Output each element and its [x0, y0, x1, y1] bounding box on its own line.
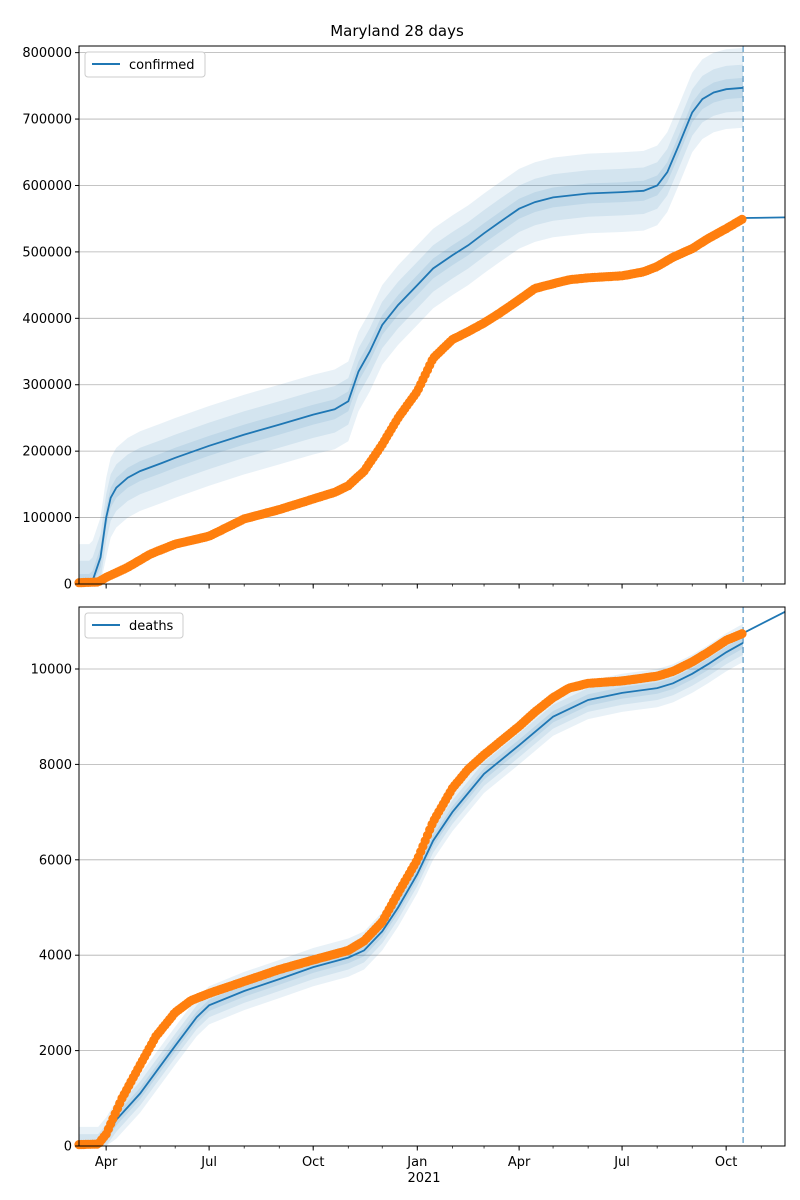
y-tick-label: 100000: [22, 511, 72, 526]
x-tick-label: Oct: [715, 1155, 737, 1170]
y-tick-label: 4000: [39, 949, 72, 964]
y-tick-label: 200000: [22, 445, 72, 460]
legend-box: [84, 612, 184, 639]
x-tick-label: Apr: [508, 1155, 531, 1170]
confidence-band: [79, 630, 744, 1146]
confidence-bands: [79, 48, 744, 585]
y-axis-ticks: 0 2000 4000 6000 8000 10000: [31, 663, 79, 1155]
axes-border: [78, 606, 786, 1147]
x-axis-ticks: [105, 584, 762, 589]
y-tick-label: 800000: [22, 46, 72, 61]
x-year-label: 2021: [407, 1171, 440, 1186]
y-tick-label: 2000: [39, 1044, 72, 1059]
x-tick-label: Jul: [200, 1155, 217, 1170]
y-tick-label: 0: [64, 578, 72, 593]
grid-lines: [79, 668, 785, 1147]
observed-points: [74, 214, 747, 588]
legend-confirmed: confirmed: [84, 51, 206, 78]
confidence-band: [79, 48, 744, 584]
forecast-tail-line: [743, 216, 786, 219]
legend-box: [84, 51, 206, 78]
observed-points: [74, 629, 747, 1150]
grid-lines: [79, 52, 785, 585]
x-tick-label: Oct: [302, 1155, 324, 1170]
y-tick-label: 10000: [31, 663, 72, 678]
y-tick-label: 600000: [22, 179, 72, 194]
confidence-band: [79, 77, 744, 585]
x-tick-label: Jan: [406, 1155, 427, 1170]
y-tick-label: 0: [64, 1140, 72, 1155]
forecast-tail-line: [742, 610, 786, 635]
y-tick-label: 700000: [22, 113, 72, 128]
series-line-deaths: [79, 642, 744, 1147]
legend-deaths: deaths: [84, 612, 184, 639]
y-tick-label: 8000: [39, 758, 72, 773]
chart-title: Maryland 28 days: [330, 22, 464, 40]
series-lines: [79, 607, 786, 1147]
chart-panel-confirmed: Maryland 28 days 0 100000 200000 300000 4000…: [22, 22, 786, 593]
y-tick-label: 400000: [22, 312, 72, 327]
series-line-confirmed: [79, 86, 744, 585]
series-lines: [79, 46, 786, 585]
legend-label: deaths: [129, 619, 174, 634]
y-tick-label: 500000: [22, 245, 72, 260]
y-tick-label: 300000: [22, 378, 72, 393]
y-axis-ticks: 0 100000 200000 300000 400000 500000 600000 700…: [22, 46, 79, 593]
legend-label: confirmed: [129, 58, 195, 73]
x-tick-label: Apr: [95, 1155, 118, 1170]
axes-border: [78, 45, 786, 585]
axes-frame: [78, 45, 786, 585]
y-tick-label: 6000: [39, 853, 72, 868]
axes-frame: [78, 606, 786, 1147]
x-tick-label: Jul: [613, 1155, 630, 1170]
observed-point: [737, 214, 747, 224]
chart-panel-deaths: 0 2000 4000 6000 8000 10000 Apr Jul Oct Jan Apr Ju…: [31, 606, 786, 1170]
observed-point: [737, 629, 747, 639]
x-axis-ticks: Apr Jul Oct Jan Apr Jul Oct: [95, 1146, 762, 1170]
